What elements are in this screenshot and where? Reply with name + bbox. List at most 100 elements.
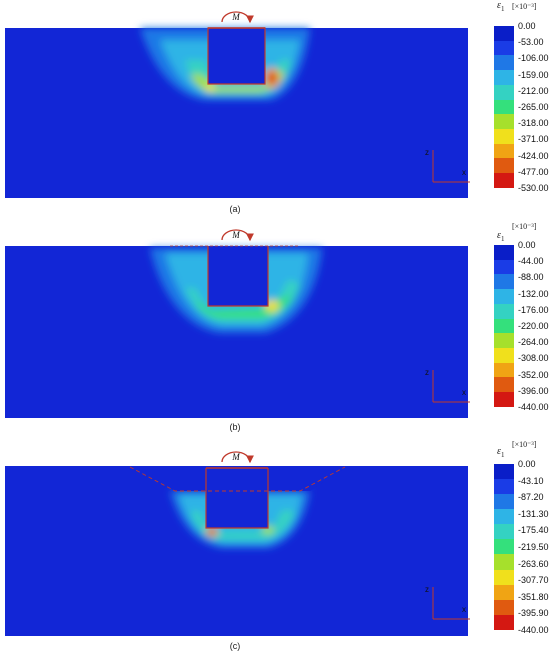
legend-tick-label: -440.00 bbox=[518, 402, 549, 412]
moment-label: M bbox=[231, 230, 240, 240]
legend-tick-label: -318.00 bbox=[518, 118, 549, 129]
color-swatch bbox=[494, 245, 514, 260]
color-swatch bbox=[494, 129, 514, 144]
color-swatch bbox=[494, 173, 514, 188]
axis-z-label: z bbox=[425, 148, 429, 157]
pile-outline bbox=[207, 246, 269, 307]
legend-tick-label: 0.00 bbox=[518, 21, 536, 31]
legend-symbol: ε1 bbox=[497, 230, 505, 243]
moment-label: M bbox=[231, 12, 240, 22]
legend-tick-label: -424.00 bbox=[518, 150, 549, 161]
color-swatch bbox=[494, 614, 514, 630]
legend-tick-label: -88.00 bbox=[518, 272, 544, 283]
legend-tick-label: -43.10 bbox=[518, 475, 544, 486]
color-scale bbox=[494, 464, 514, 630]
color-swatch bbox=[494, 494, 514, 510]
pile bbox=[208, 28, 265, 84]
legend-symbol: ε1 bbox=[497, 0, 505, 13]
moment-arrow bbox=[221, 229, 254, 242]
color-swatch bbox=[494, 274, 514, 290]
caption: (a) bbox=[229, 204, 241, 214]
moment-arrow bbox=[221, 11, 254, 24]
color-swatch bbox=[494, 289, 514, 304]
axis-x-label: x bbox=[462, 168, 466, 177]
color-swatch bbox=[494, 143, 514, 159]
moment-arrow bbox=[221, 451, 254, 464]
legend-tick-label: 0.00 bbox=[518, 459, 536, 469]
legend-tick-label: -44.00 bbox=[518, 256, 544, 267]
pile bbox=[208, 246, 268, 306]
legend-tick-label: -351.80 bbox=[518, 591, 549, 602]
legend-unit: [×10⁻³] bbox=[512, 2, 537, 11]
color-swatch bbox=[494, 392, 514, 407]
legend-tick-label: -176.00 bbox=[518, 304, 549, 315]
color-swatch bbox=[494, 55, 514, 71]
moment-label: M bbox=[231, 452, 240, 462]
legend-tick-label: -220.00 bbox=[518, 321, 549, 331]
color-swatch bbox=[494, 584, 514, 600]
axis-z-label: z bbox=[425, 585, 429, 594]
contour-plot-c: M z x bbox=[5, 451, 470, 636]
color-swatch bbox=[494, 569, 514, 585]
legend-tick-label: -132.00 bbox=[518, 288, 549, 299]
legend-tick-label: 0.00 bbox=[518, 240, 536, 250]
color-swatch bbox=[494, 40, 514, 56]
axis-x-label: x bbox=[462, 388, 466, 397]
legend-tick-label: -371.00 bbox=[518, 134, 549, 145]
legend-tick-label: -440.00 bbox=[518, 625, 549, 635]
contour-plot-a: M z x bbox=[5, 11, 470, 198]
axes-indicator: z x bbox=[425, 585, 470, 620]
color-swatch bbox=[494, 303, 514, 319]
pile-outline bbox=[205, 468, 269, 529]
color-swatch bbox=[494, 479, 514, 495]
color-scale bbox=[494, 26, 514, 188]
color-swatch bbox=[494, 464, 514, 480]
caption: (b) bbox=[229, 422, 241, 432]
color-swatch bbox=[494, 84, 514, 100]
legend-tick-label: -396.00 bbox=[518, 385, 549, 396]
legend-tick-label: -395.90 bbox=[518, 608, 549, 619]
color-swatch bbox=[494, 158, 514, 174]
color-swatch bbox=[494, 259, 514, 275]
axis-x-label: x bbox=[462, 605, 466, 614]
legend-tick-label: -212.00 bbox=[518, 85, 549, 96]
panel-c: M z x ε1 [×10⁻³] 0.00 -43.10 -87.20 -131.30… bbox=[0, 436, 550, 656]
color-swatch bbox=[494, 333, 514, 349]
legend-tick-label: -308.00 bbox=[518, 353, 549, 364]
legend-tick-label: -264.00 bbox=[518, 337, 549, 348]
legend-tick-label: -352.00 bbox=[518, 369, 549, 380]
legend-tick-label: -131.30 bbox=[518, 508, 549, 519]
axis-z-label: z bbox=[425, 368, 429, 377]
axes-indicator: z x bbox=[425, 368, 470, 403]
color-swatch bbox=[494, 554, 514, 570]
legend-tick-label: -53.00 bbox=[518, 37, 544, 48]
color-swatch bbox=[494, 539, 514, 555]
legend-unit: [×10⁻³] bbox=[512, 222, 537, 231]
legend-tick-label: -219.50 bbox=[518, 542, 549, 552]
legend-tick-label: -477.00 bbox=[518, 166, 549, 177]
legend-symbol: ε1 bbox=[497, 446, 505, 459]
legend-tick-label: -87.20 bbox=[518, 492, 544, 503]
color-swatch bbox=[494, 377, 514, 393]
color-swatch bbox=[494, 362, 514, 378]
color-swatch bbox=[494, 114, 514, 130]
axes-indicator: z x bbox=[425, 148, 470, 183]
color-swatch bbox=[494, 70, 514, 85]
color-swatch bbox=[494, 524, 514, 540]
color-swatch bbox=[494, 509, 514, 525]
legend-tick-label: -263.60 bbox=[518, 558, 549, 569]
panel-a: M z x ε1 [×10⁻³] 0.00 -53.00 -106.00 -159.0… bbox=[0, 0, 550, 216]
contour-plot-b: M z x bbox=[5, 229, 470, 418]
color-swatch bbox=[494, 599, 514, 615]
failure-wedge bbox=[129, 466, 346, 492]
legend-tick-label: -175.40 bbox=[518, 525, 549, 536]
pile bbox=[206, 468, 268, 528]
legend-tick-label: -106.00 bbox=[518, 53, 549, 64]
color-swatch bbox=[494, 26, 514, 41]
legend-unit: [×10⁻³] bbox=[512, 440, 537, 449]
legend-tick-label: -159.00 bbox=[518, 69, 549, 80]
color-scale bbox=[494, 245, 514, 407]
legend-tick-label: -265.00 bbox=[518, 102, 549, 112]
color-swatch bbox=[494, 348, 514, 363]
caption: (c) bbox=[229, 641, 241, 651]
